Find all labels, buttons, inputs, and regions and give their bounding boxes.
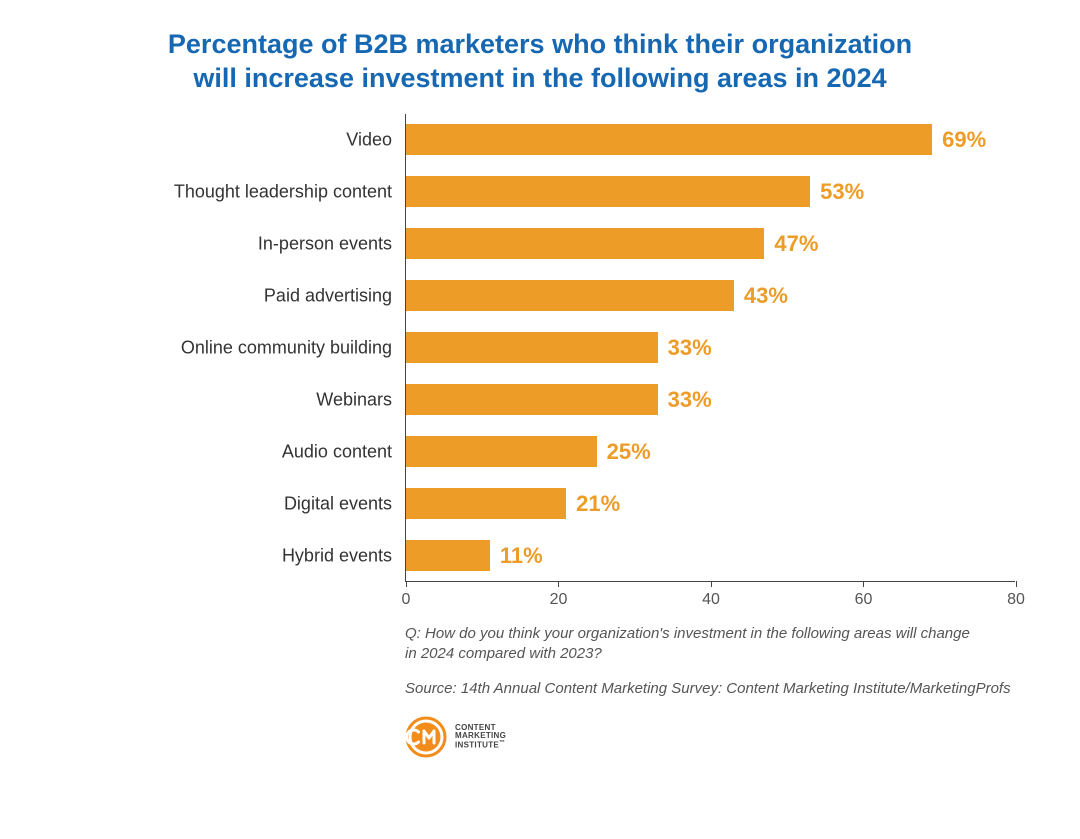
category-label: Digital events bbox=[284, 493, 406, 514]
value-label: 11% bbox=[490, 543, 543, 569]
category-label: Paid advertising bbox=[264, 285, 406, 306]
value-label: 33% bbox=[658, 387, 712, 413]
chart-title: Percentage of B2B marketers who think th… bbox=[60, 28, 1020, 96]
footnote-source: Source: 14th Annual Content Marketing Su… bbox=[405, 679, 1075, 699]
value-label: 53% bbox=[810, 179, 864, 205]
category-label: Webinars bbox=[316, 389, 406, 410]
value-label: 69% bbox=[932, 127, 986, 153]
value-label: 21% bbox=[566, 491, 620, 517]
x-tick-label: 60 bbox=[855, 581, 873, 609]
cmi-logo-text: CONTENTMARKETINGINSTITUTE™ bbox=[455, 724, 506, 751]
bar bbox=[406, 436, 597, 467]
bar bbox=[406, 384, 658, 415]
category-label: Hybrid events bbox=[282, 545, 406, 566]
chart-title-line2: will increase investment in the followin… bbox=[193, 63, 886, 93]
category-label: Thought leadership content bbox=[174, 181, 406, 202]
x-tick-label: 40 bbox=[702, 581, 720, 609]
value-label: 25% bbox=[597, 439, 651, 465]
value-label: 43% bbox=[734, 283, 788, 309]
value-label: 47% bbox=[764, 231, 818, 257]
bar bbox=[406, 176, 810, 207]
bar bbox=[406, 228, 764, 259]
value-label: 33% bbox=[658, 335, 712, 361]
x-tick-label: 20 bbox=[550, 581, 568, 609]
bar bbox=[406, 332, 658, 363]
cmi-logo: CONTENTMARKETINGINSTITUTE™ bbox=[405, 716, 506, 758]
bar bbox=[406, 540, 490, 571]
chart-page: Percentage of B2B marketers who think th… bbox=[0, 0, 1080, 839]
cmi-logo-icon bbox=[405, 716, 447, 758]
chart-area: Video 69% Thought leadership content 53% In-… bbox=[65, 114, 1015, 582]
category-label: Video bbox=[346, 129, 406, 150]
category-label: Online community building bbox=[181, 337, 406, 358]
chart-plot: Video69%Thought leadership content53%In-… bbox=[405, 114, 1015, 582]
x-tick-label: 80 bbox=[1007, 581, 1025, 609]
chart-title-line1: Percentage of B2B marketers who think th… bbox=[168, 29, 912, 59]
chart-footnotes: Q: How do you think your organization's … bbox=[405, 624, 1075, 699]
footnote-question-line2: in 2024 compared with 2023? bbox=[405, 644, 1075, 664]
category-label: Audio content bbox=[282, 441, 406, 462]
bar bbox=[406, 488, 566, 519]
x-tick-label: 0 bbox=[402, 581, 411, 609]
category-label: In-person events bbox=[258, 233, 406, 254]
bar bbox=[406, 124, 932, 155]
footnote-question-line1: Q: How do you think your organization's … bbox=[405, 624, 1075, 644]
bar bbox=[406, 280, 734, 311]
